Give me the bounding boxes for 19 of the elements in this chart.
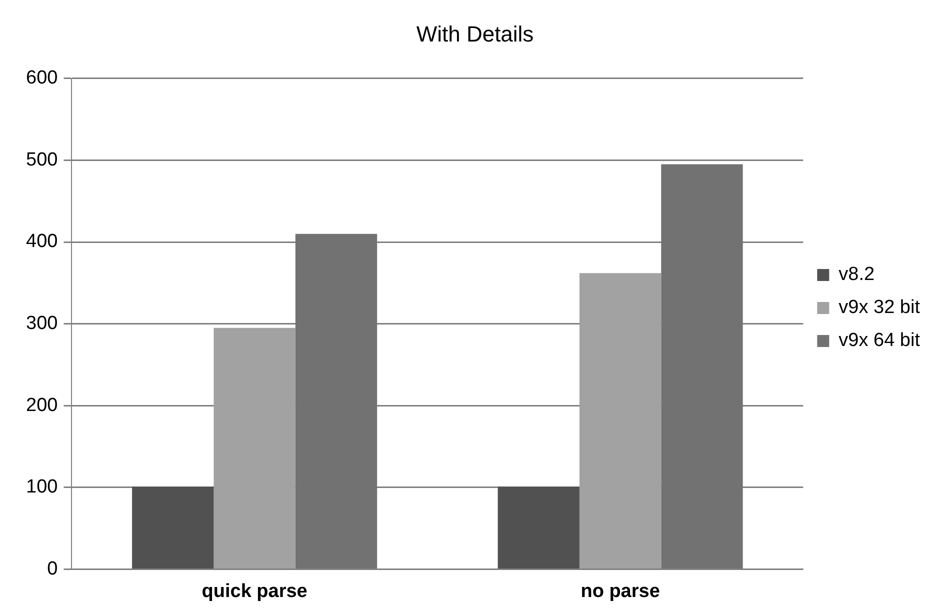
legend-label: v9x 32 bit bbox=[838, 297, 921, 318]
y-tick-label: 0 bbox=[47, 558, 58, 580]
bar bbox=[661, 164, 743, 568]
bar bbox=[132, 486, 214, 568]
x-tick-label: no parse bbox=[580, 580, 660, 602]
bar bbox=[214, 328, 296, 568]
chart-title: With Details bbox=[416, 21, 534, 46]
legend-label: v9x 64 bit bbox=[838, 330, 921, 352]
bar bbox=[579, 273, 662, 568]
y-tick-label: 100 bbox=[26, 476, 58, 498]
y-tick-label: 200 bbox=[26, 394, 58, 416]
bar bbox=[295, 234, 378, 568]
y-tick-label: 600 bbox=[26, 68, 58, 89]
y-tick-label: 400 bbox=[26, 231, 58, 252]
y-tick-label: 500 bbox=[26, 149, 58, 170]
y-tick-label: 300 bbox=[26, 313, 58, 334]
x-tick-label: quick parse bbox=[202, 580, 308, 602]
bar bbox=[498, 486, 580, 568]
legend-label: v8.2 bbox=[838, 264, 875, 286]
